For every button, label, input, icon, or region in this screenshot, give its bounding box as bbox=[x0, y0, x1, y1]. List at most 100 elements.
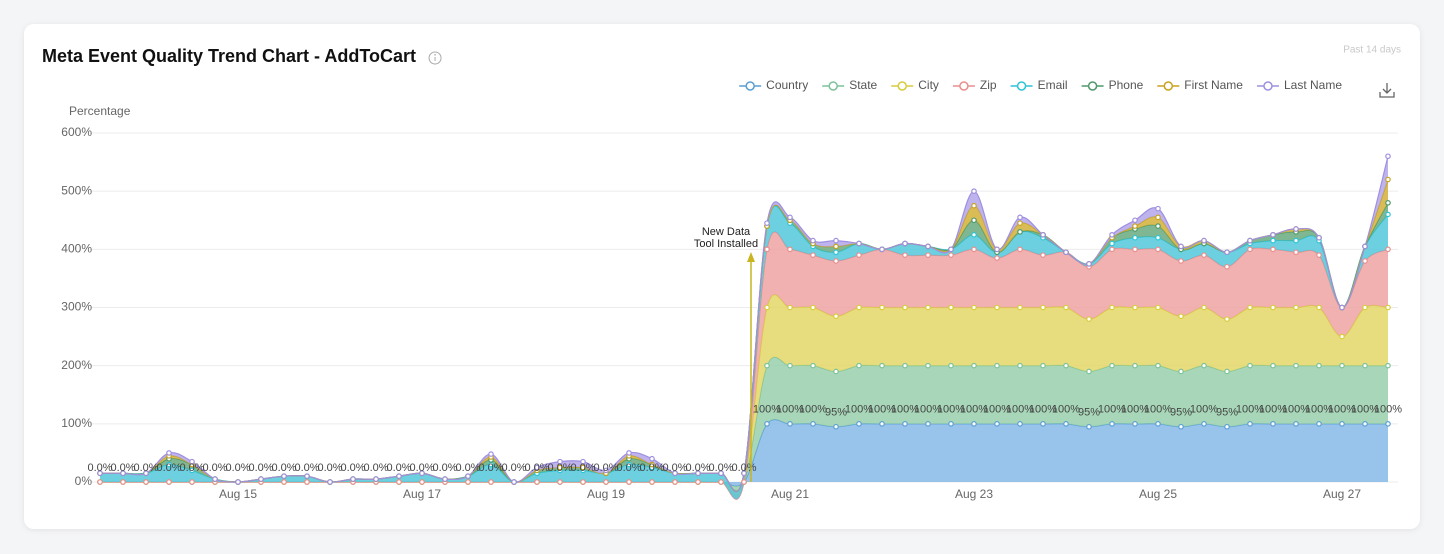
point bbox=[1362, 258, 1368, 264]
legend-swatch-dot bbox=[959, 81, 969, 91]
data-label: 0.0% bbox=[616, 462, 641, 474]
y-tick-label: 400% bbox=[61, 242, 92, 256]
point bbox=[948, 252, 954, 258]
data-label: 0.0% bbox=[156, 462, 181, 474]
point bbox=[626, 479, 632, 485]
point bbox=[902, 304, 908, 311]
data-label: 0.0% bbox=[87, 462, 112, 474]
y-tick-label: 100% bbox=[61, 416, 92, 430]
data-label: 0.0% bbox=[133, 462, 158, 474]
point bbox=[764, 246, 770, 253]
point bbox=[258, 476, 264, 482]
data-label: 100% bbox=[1098, 404, 1126, 416]
legend-item[interactable]: Last Name bbox=[1256, 78, 1342, 92]
point bbox=[580, 464, 586, 471]
area bbox=[100, 294, 1388, 495]
data-label: 100% bbox=[1006, 404, 1034, 416]
point bbox=[1109, 362, 1115, 369]
data-label: 95% bbox=[1170, 407, 1192, 419]
legend-label: State bbox=[849, 78, 877, 92]
point bbox=[1201, 304, 1207, 311]
chart-title: Meta Event Quality Trend Chart - AddToCa… bbox=[42, 46, 416, 66]
point bbox=[1316, 234, 1322, 241]
point bbox=[994, 304, 1000, 311]
point bbox=[971, 246, 977, 253]
point bbox=[1293, 226, 1299, 232]
legend-item[interactable]: Phone bbox=[1081, 78, 1144, 92]
point bbox=[1385, 200, 1391, 206]
point bbox=[1385, 211, 1391, 218]
point bbox=[1339, 421, 1345, 427]
point bbox=[1270, 246, 1276, 253]
data-label: 0.0% bbox=[110, 462, 135, 474]
point bbox=[879, 421, 885, 427]
point bbox=[810, 421, 816, 427]
point bbox=[1224, 316, 1230, 322]
point bbox=[971, 217, 977, 224]
data-label: 0.0% bbox=[524, 462, 549, 474]
point bbox=[925, 362, 931, 369]
point bbox=[304, 479, 310, 485]
data-label: 0.0% bbox=[455, 462, 480, 474]
point bbox=[442, 476, 448, 482]
data-label: 0.0% bbox=[294, 462, 319, 474]
legend-item[interactable]: First Name bbox=[1157, 78, 1243, 92]
data-label: 0.0% bbox=[386, 462, 411, 474]
legend-label: Phone bbox=[1109, 78, 1144, 92]
point bbox=[1040, 252, 1046, 258]
subtitle: Past 14 days bbox=[1343, 45, 1401, 56]
legend-item[interactable]: Zip bbox=[952, 78, 997, 92]
point bbox=[1224, 263, 1230, 270]
point bbox=[1109, 246, 1115, 253]
data-label: 0.0% bbox=[179, 462, 204, 474]
x-tick-label: Aug 25 bbox=[1139, 487, 1177, 501]
point bbox=[902, 240, 908, 247]
legend-swatch-dot bbox=[897, 81, 907, 91]
point bbox=[1132, 362, 1138, 369]
point bbox=[948, 304, 954, 311]
point bbox=[373, 476, 379, 482]
data-label: 100% bbox=[1236, 404, 1264, 416]
data-label: 0.0% bbox=[639, 462, 664, 474]
data-label: 100% bbox=[845, 404, 873, 416]
legend-label: City bbox=[918, 78, 939, 92]
point bbox=[143, 479, 149, 485]
point bbox=[971, 202, 977, 209]
point bbox=[465, 473, 471, 479]
point bbox=[580, 479, 586, 485]
point bbox=[1385, 421, 1391, 427]
point bbox=[764, 421, 770, 427]
legend-item[interactable]: State bbox=[822, 78, 878, 92]
info-icon[interactable] bbox=[428, 51, 442, 65]
legend-item[interactable]: Email bbox=[1010, 78, 1068, 92]
point bbox=[1293, 304, 1299, 311]
point bbox=[166, 479, 172, 485]
point bbox=[1224, 368, 1230, 375]
data-label: 100% bbox=[776, 404, 804, 416]
legend-item[interactable]: City bbox=[891, 78, 939, 92]
point bbox=[1155, 304, 1161, 311]
point bbox=[1086, 368, 1092, 375]
point bbox=[810, 304, 816, 311]
point bbox=[1362, 304, 1368, 311]
data-label: 0.0% bbox=[478, 462, 503, 474]
point bbox=[1201, 362, 1207, 369]
point bbox=[810, 237, 816, 244]
point bbox=[1293, 237, 1299, 244]
point bbox=[948, 421, 954, 427]
point bbox=[120, 479, 126, 485]
x-tick-label: Aug 17 bbox=[403, 487, 441, 501]
point bbox=[488, 451, 494, 457]
area bbox=[100, 231, 1388, 500]
point bbox=[1155, 246, 1161, 253]
point bbox=[1040, 231, 1046, 238]
point bbox=[1086, 423, 1092, 430]
data-label: 100% bbox=[1190, 404, 1218, 416]
point bbox=[718, 470, 724, 477]
point bbox=[1316, 362, 1322, 369]
data-label: 95% bbox=[1216, 407, 1238, 419]
point bbox=[1316, 304, 1322, 311]
legend-item[interactable]: Country bbox=[739, 78, 808, 92]
data-label: 100% bbox=[753, 404, 781, 416]
download-icon[interactable] bbox=[1379, 83, 1395, 98]
